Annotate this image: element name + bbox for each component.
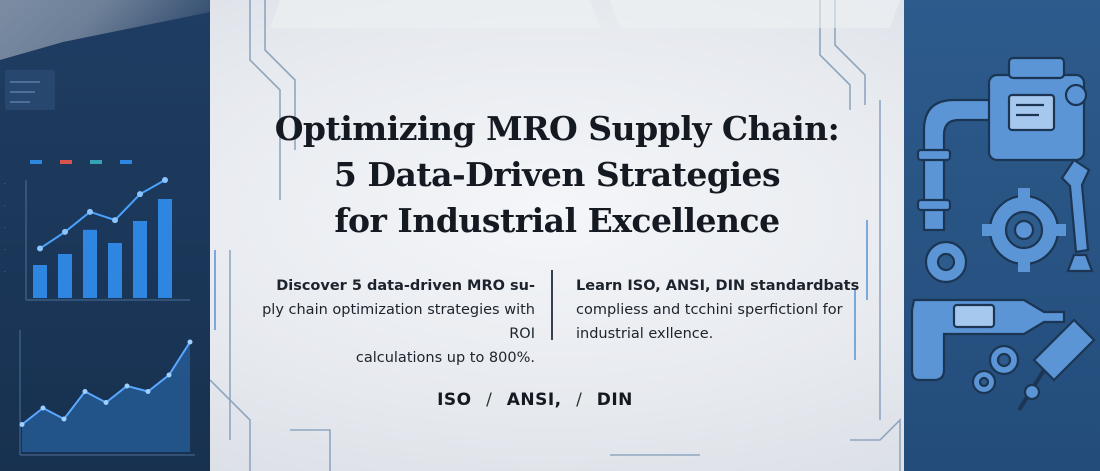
svg-text:·: · bbox=[4, 203, 6, 210]
legend-swatch bbox=[90, 160, 102, 164]
bar bbox=[108, 243, 122, 298]
strategies-line-3: calculations up to 800%. bbox=[355, 350, 535, 366]
standards-line-2: compliess and tcchini sperfictionl for bbox=[576, 302, 843, 318]
area-point bbox=[124, 383, 130, 389]
trend-point bbox=[112, 217, 118, 224]
standards-description: Learn ISO, ANSI, DIN standardbats compli… bbox=[576, 274, 876, 346]
drill-icon bbox=[910, 298, 1066, 382]
standards-line-3: industrial exllence. bbox=[576, 326, 714, 342]
trend-point bbox=[37, 245, 43, 252]
standard-ansi: ANSI, bbox=[506, 390, 562, 410]
bar bbox=[83, 229, 97, 298]
legend-swatch bbox=[120, 160, 132, 164]
area-point bbox=[82, 389, 88, 394]
bolt-icon bbox=[971, 369, 997, 395]
page-title: Optimizing MRO Supply Chain: 5 Data-Driv… bbox=[210, 106, 904, 244]
svg-text:·: · bbox=[4, 181, 6, 188]
wrench-icon bbox=[1060, 158, 1094, 273]
pump-icon bbox=[987, 56, 1088, 162]
strategies-line-2: ply chain optimization strategies with R… bbox=[262, 302, 535, 342]
area-point bbox=[61, 416, 67, 422]
area-point bbox=[145, 389, 151, 394]
area-point bbox=[103, 400, 109, 405]
legend-swatch bbox=[30, 160, 42, 164]
bar bbox=[58, 254, 72, 298]
small-gear-icon bbox=[924, 240, 968, 284]
chart-legend bbox=[30, 160, 132, 164]
legend-swatch bbox=[60, 160, 72, 164]
title-line-2: 5 Data-Driven Strategies bbox=[333, 155, 781, 194]
svg-text:·: · bbox=[4, 247, 6, 254]
standard-iso: ISO bbox=[437, 390, 472, 410]
title-line-1: Optimizing MRO Supply Chain: bbox=[274, 109, 840, 148]
area-chart-points bbox=[19, 339, 193, 427]
standards-separator: / bbox=[486, 390, 493, 410]
area-point bbox=[166, 372, 172, 378]
bar-chart-bars bbox=[33, 199, 172, 298]
area-point bbox=[19, 422, 25, 427]
strategies-description: Discover 5 data-driven MRO su- ply chain… bbox=[250, 274, 535, 370]
text-divider bbox=[551, 270, 553, 340]
standards-lead: Learn ISO, ANSI, DIN standardbats bbox=[576, 278, 860, 294]
area-point bbox=[40, 405, 46, 411]
dashboard-charts: · · · · · bbox=[4, 70, 195, 456]
standard-din: DIN bbox=[596, 390, 633, 410]
trend-point bbox=[162, 177, 168, 183]
bar bbox=[133, 221, 147, 298]
trend-point bbox=[87, 208, 93, 215]
svg-text:·: · bbox=[4, 225, 6, 232]
bar bbox=[33, 265, 47, 298]
left-chart-panel: · · · · · bbox=[0, 0, 210, 471]
standards-list: ISO / ANSI, / DIN bbox=[210, 390, 860, 410]
area-point bbox=[187, 339, 193, 345]
bar-trend-points bbox=[37, 177, 168, 252]
pipe-icon bbox=[916, 98, 996, 232]
gear-icon bbox=[982, 188, 1066, 272]
screwdriver-icon bbox=[1017, 318, 1096, 412]
strategies-lead: Discover 5 data-driven MRO su- bbox=[276, 278, 535, 294]
bar bbox=[158, 199, 172, 298]
bar-trend-line bbox=[39, 179, 166, 250]
trend-point bbox=[137, 191, 143, 198]
nut-icon bbox=[988, 344, 1020, 376]
title-line-3: for Industrial Excellence bbox=[334, 201, 780, 240]
standards-separator: / bbox=[576, 390, 583, 410]
area-chart-fill bbox=[22, 342, 190, 452]
tools-panel bbox=[904, 0, 1100, 471]
trend-point bbox=[62, 228, 68, 235]
svg-text:·: · bbox=[4, 269, 6, 276]
